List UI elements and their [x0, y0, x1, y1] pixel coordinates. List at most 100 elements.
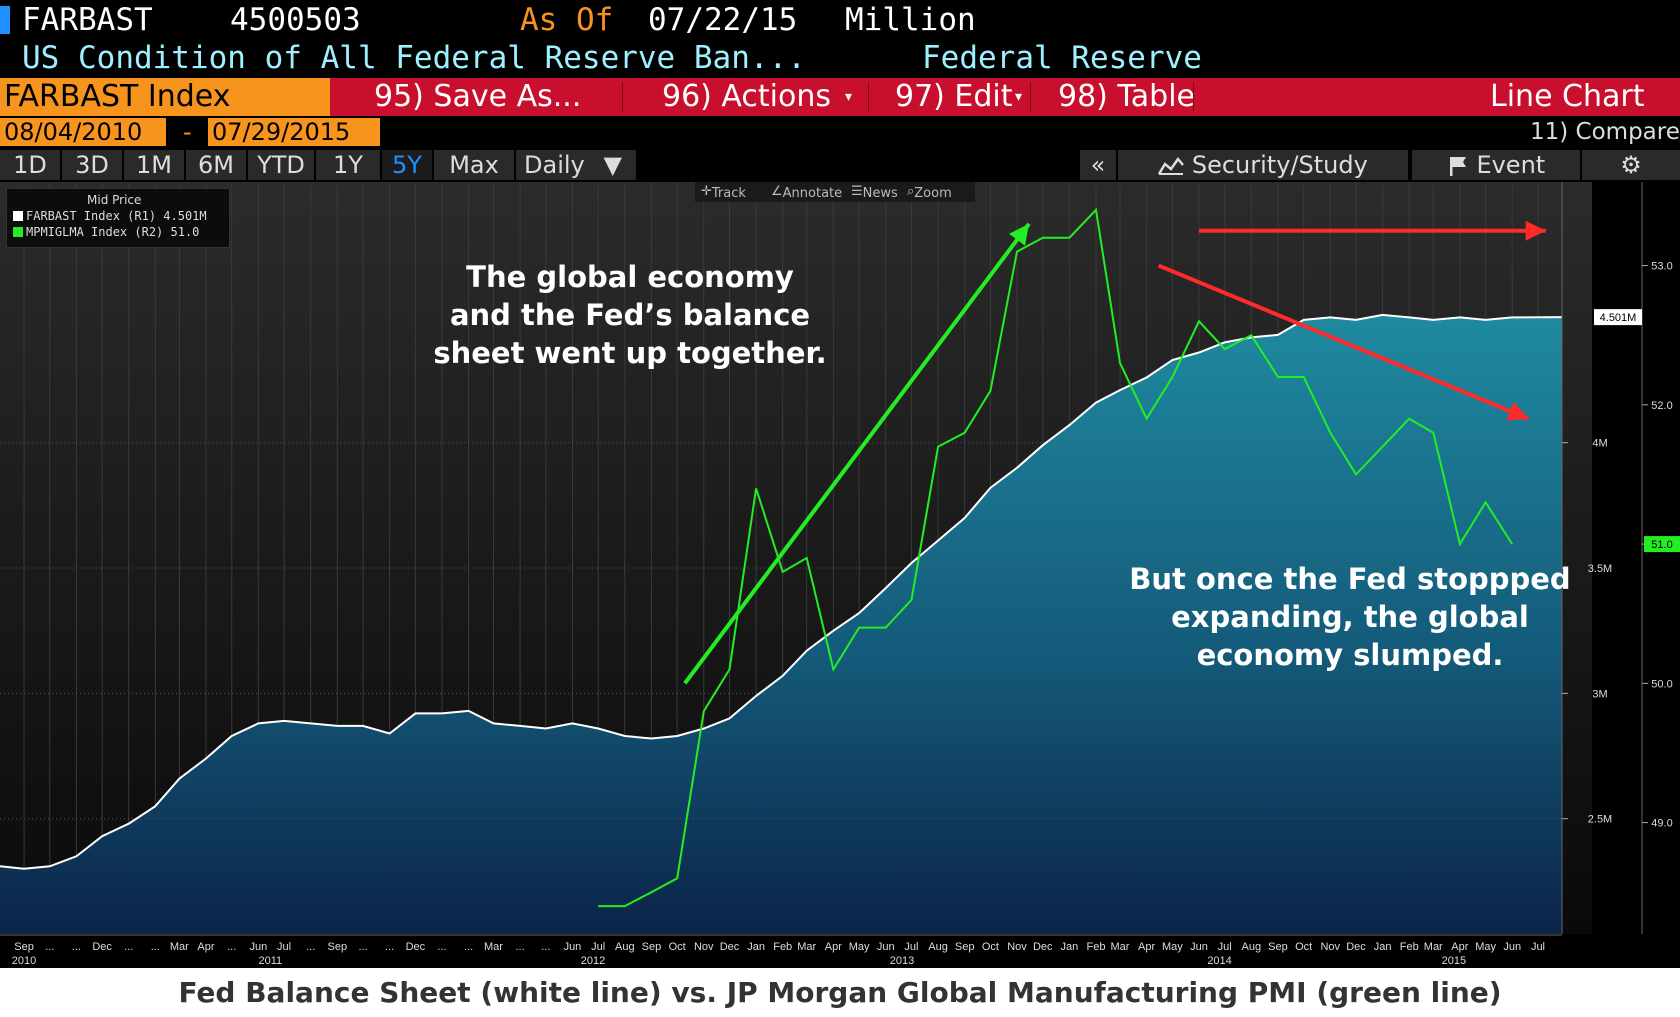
x-tick-label: Feb: [1400, 941, 1419, 953]
x-year-label: 2014: [1207, 955, 1231, 967]
tab-5y[interactable]: 5Y: [382, 150, 432, 180]
tab-1m[interactable]: 1M: [124, 150, 184, 180]
x-tick-label: Jun: [877, 941, 895, 953]
line-chart[interactable]: 2.5M3M3.5M4M49.050.051.052.053.04.501M51…: [0, 182, 1680, 967]
x-tick-label: Jul: [1531, 941, 1545, 953]
r2-tick-label: 52.0: [1651, 400, 1672, 412]
r1-last-value-label: 4.501M: [1600, 312, 1637, 324]
x-tick-label: Feb: [1086, 941, 1105, 953]
divider: [622, 82, 623, 112]
x-tick-label: ...: [358, 941, 367, 953]
tab-1y[interactable]: 1Y: [316, 150, 380, 180]
actions-dropdown-icon[interactable]: ▾: [845, 89, 853, 105]
x-tick-label: ...: [151, 941, 160, 953]
tab-ytd[interactable]: YTD: [248, 150, 314, 180]
index-field[interactable]: FARBAST Index: [0, 78, 330, 116]
frequency-select[interactable]: Daily ▼: [516, 150, 636, 180]
right-axes: 2.5M3M3.5M4M49.050.051.052.053.04.501M51…: [1561, 182, 1680, 934]
x-tick-label: ...: [227, 941, 236, 953]
security-header: FARBAST 4500503 As Of 07/22/15 Million: [0, 0, 1680, 40]
x-tick-label: Jul: [904, 941, 918, 953]
tab-3d[interactable]: 3D: [62, 150, 122, 180]
x-tick-label: Dec: [1346, 941, 1366, 953]
x-tick-label: Jun: [1190, 941, 1208, 953]
x-tick-label: ...: [464, 941, 473, 953]
as-of-date: 07/22/15: [648, 2, 798, 38]
x-tick-label: Mar: [1111, 941, 1130, 953]
zoom-tool[interactable]: ⌕ Zoom: [907, 184, 952, 201]
end-date-field[interactable]: 07/29/2015: [208, 118, 380, 146]
r2-tick-label: 49.0: [1651, 818, 1672, 830]
security-study-button[interactable]: Security/Study: [1118, 150, 1408, 180]
legend-swatch-green: [13, 227, 23, 237]
r2-tick-label: 50.0: [1651, 678, 1672, 690]
security-study-label: Security/Study: [1191, 151, 1368, 179]
x-tick-label: Dec: [720, 941, 740, 953]
x-tick-label: May: [849, 941, 870, 953]
trend-arrow-head: [1506, 401, 1529, 421]
event-button[interactable]: Event: [1412, 150, 1580, 180]
tab-6m[interactable]: 6M: [186, 150, 246, 180]
security-description: US Condition of All Federal Reserve Ban.…: [0, 38, 1680, 78]
x-tick-label: Apr: [825, 941, 842, 953]
trend-arrow-line: [1157, 263, 1530, 421]
r1-tick-label: 3M: [1592, 688, 1607, 700]
table-button[interactable]: 98) Table: [1058, 79, 1195, 114]
x-tick-label: Jul: [591, 941, 605, 953]
divider: [1030, 82, 1031, 112]
x-tick-label: Jan: [1060, 941, 1078, 953]
r1-last-value-flag: [1594, 309, 1642, 326]
chart-type-label[interactable]: Line Chart: [1490, 79, 1645, 114]
r2-last-value-label: 51.0: [1651, 539, 1672, 551]
frequency-label: Daily: [524, 151, 585, 179]
event-label: Event: [1476, 151, 1546, 179]
tab-max[interactable]: Max: [434, 150, 514, 180]
x-axis: Sep...... Dec...... Mar Apr... Jun Jul... Sep.…: [0, 934, 1562, 967]
x-tick-label: Nov: [1007, 941, 1027, 953]
x-tick-label: Sep: [955, 941, 975, 953]
x-tick-label: Jan: [747, 941, 765, 953]
flag-icon: [1449, 157, 1466, 176]
x-tick-label: Oct: [669, 941, 686, 953]
date-range-row: 08/04/2010 - 07/29/2015 11) Compare: [0, 116, 1680, 148]
date-range-dash: -: [183, 118, 192, 146]
x-tick-label: Sep: [14, 941, 34, 953]
actions-menu[interactable]: 96) Actions: [662, 79, 831, 114]
x-tick-label: Feb: [773, 941, 792, 953]
collapse-button[interactable]: «: [1080, 150, 1116, 180]
start-date-field[interactable]: 08/04/2010: [0, 118, 166, 146]
edit-menu[interactable]: 97) Edit: [895, 79, 1013, 114]
x-tick-label: Jul: [1218, 941, 1232, 953]
x-tick-label: May: [1475, 941, 1496, 953]
compare-button[interactable]: 11) Compare: [1530, 119, 1680, 145]
x-year-label: 2011: [259, 955, 283, 967]
annotate-tool[interactable]: ∠ Annotate: [771, 184, 843, 201]
x-tick-label: Nov: [1320, 941, 1340, 953]
x-tick-label: Jun: [1503, 941, 1521, 953]
last-value: 4500503: [230, 2, 361, 38]
x-year-label: 2013: [890, 955, 914, 967]
x-tick-label: Aug: [615, 941, 635, 953]
news-tool[interactable]: ☰ News: [851, 184, 898, 201]
legend-title: Mid Price: [87, 193, 142, 207]
x-tick-label: ...: [541, 941, 550, 953]
r2-last-value-flag: [1644, 536, 1680, 553]
as-of-label: As Of: [520, 2, 614, 38]
save-as-button[interactable]: 95) Save As...: [374, 79, 582, 114]
edit-dropdown-icon[interactable]: ▾: [1015, 89, 1023, 105]
track-tool[interactable]: ✛ Track: [701, 184, 746, 201]
x-tick-label: Mar: [484, 941, 503, 953]
trend-arrow-line: [683, 222, 1031, 685]
x-tick-label: Nov: [694, 941, 714, 953]
settings-button[interactable]: ⚙: [1582, 150, 1680, 180]
x-tick-label: Sep: [642, 941, 662, 953]
units-label: Million: [845, 2, 976, 38]
tab-1d[interactable]: 1D: [0, 150, 60, 180]
x-tick-label: Dec: [406, 941, 426, 953]
chart-caption: Fed Balance Sheet (white line) vs. JP Mo…: [0, 968, 1680, 1017]
x-year-label: 2012: [581, 955, 605, 967]
r1-tick-label: 4M: [1592, 438, 1607, 450]
x-tick-label: Oct: [1295, 941, 1312, 953]
description-text: US Condition of All Federal Reserve Ban.…: [22, 40, 806, 76]
x-tick-label: Oct: [982, 941, 999, 953]
